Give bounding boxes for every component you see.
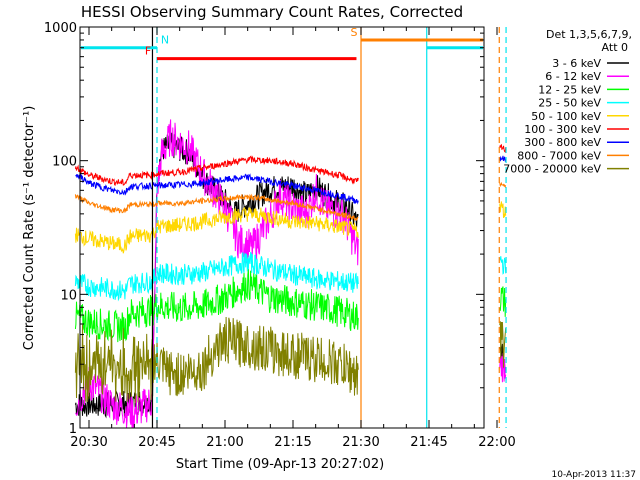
y-axis-label: Corrected Count Rate (s⁻¹ detector⁻¹): [22, 106, 37, 351]
legend-entry-label: 7000 - 20000 keV: [503, 163, 601, 176]
x-tick-label: 21:30: [342, 435, 379, 450]
plot-frame: [79, 26, 485, 429]
x-axis-label: Start Time (09-Apr-13 20:27:02): [176, 457, 384, 472]
plot-area: NF S: [74, 26, 507, 429]
legend-entry-label: 100 - 300 keV: [524, 123, 601, 136]
chart-title: HESSI Observing Summary Count Rates, Cor…: [81, 3, 463, 21]
y-tick-label: 100: [52, 155, 77, 170]
x-tick-label: 21:45: [410, 435, 447, 450]
y-axis: 1 10 100 1000: [44, 21, 484, 437]
series-line: [74, 143, 507, 186]
legend-entry-label: 800 - 7000 keV: [517, 149, 601, 162]
y-tick-label: 10: [60, 288, 77, 303]
legend-title-line-1: Det 1,3,5,6,7,9,: [546, 28, 632, 41]
flag-label: N: [161, 34, 169, 47]
legend-title-line-2: Att 0: [602, 41, 628, 54]
x-tick-label: 22:00: [478, 435, 515, 450]
series-line: [74, 201, 507, 254]
flag-label: F: [145, 45, 151, 58]
legend-entry-label: 12 - 25 keV: [538, 83, 601, 96]
series-line: [74, 181, 507, 222]
x-tick-label: 21:00: [206, 435, 243, 450]
timestamp: 10-Apr-2013 11:37: [552, 470, 636, 480]
flag-label: S: [351, 26, 358, 39]
legend-entry-label: 50 - 100 keV: [531, 110, 601, 123]
series-line: [74, 268, 507, 344]
x-tick-label: 21:15: [274, 435, 311, 450]
series-line: [74, 316, 507, 404]
x-axis: 20:30 20:45 21:00 21:15 21:30 21:45 22:00: [70, 27, 516, 450]
legend-entry-label: 25 - 50 keV: [538, 97, 601, 110]
legend-entry-label: 6 - 12 keV: [545, 70, 601, 83]
legend-entry-label: 300 - 800 keV: [524, 136, 601, 149]
x-tick-label: 20:30: [70, 435, 107, 450]
series-line: [74, 251, 507, 302]
y-tick-label: 1000: [44, 21, 77, 36]
y-tick-label: 1: [69, 422, 77, 437]
legend-entry-label: 3 - 6 keV: [552, 57, 601, 70]
x-tick-label: 20:45: [138, 435, 175, 450]
series-line: [75, 155, 507, 205]
